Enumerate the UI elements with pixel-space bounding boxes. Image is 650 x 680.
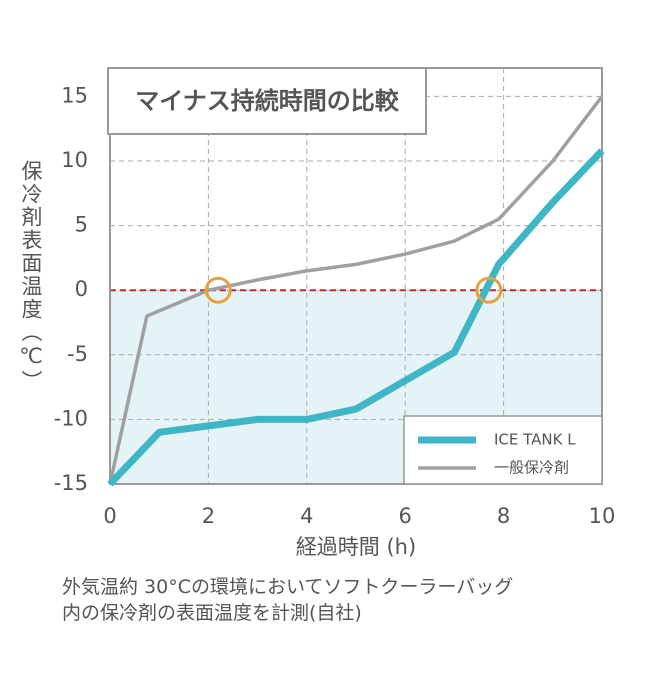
y-axis-label: 保冷剤表面温度（℃）	[19, 160, 43, 393]
y-tick-label: 0	[75, 277, 88, 301]
x-tick-label: 10	[589, 504, 616, 528]
y-tick-label: -10	[54, 406, 88, 430]
x-tick-label: 6	[399, 504, 412, 528]
x-tick-label: 0	[103, 504, 116, 528]
caption: 内の保冷剤の表面温度を計測(自社)	[62, 602, 362, 624]
highlight-circle	[204, 276, 232, 304]
legend-box	[403, 415, 603, 485]
y-tick-label: -15	[54, 471, 88, 495]
legend-label: ICE TANK L	[494, 431, 576, 449]
title-box	[107, 67, 427, 135]
caption: 外気温約 30°Cの環境においてソフトクーラーバッグ	[62, 576, 514, 598]
x-axis-label: 経過時間 (h)	[296, 535, 416, 559]
y-tick-label: 5	[75, 213, 88, 237]
series-line	[107, 148, 605, 487]
highlight-circle	[475, 276, 503, 304]
y-tick-label: -5	[67, 342, 88, 366]
x-tick-label: 8	[497, 504, 510, 528]
x-tick-label: 2	[202, 504, 215, 528]
legend-label: 一般保冷剤	[494, 459, 569, 477]
chart-title: マイナス持続時間の比較	[135, 87, 400, 115]
series-line	[108, 95, 604, 485]
y-tick-label: 15	[61, 83, 88, 107]
x-tick-label: 4	[300, 504, 313, 528]
y-tick-label: 10	[61, 148, 88, 172]
